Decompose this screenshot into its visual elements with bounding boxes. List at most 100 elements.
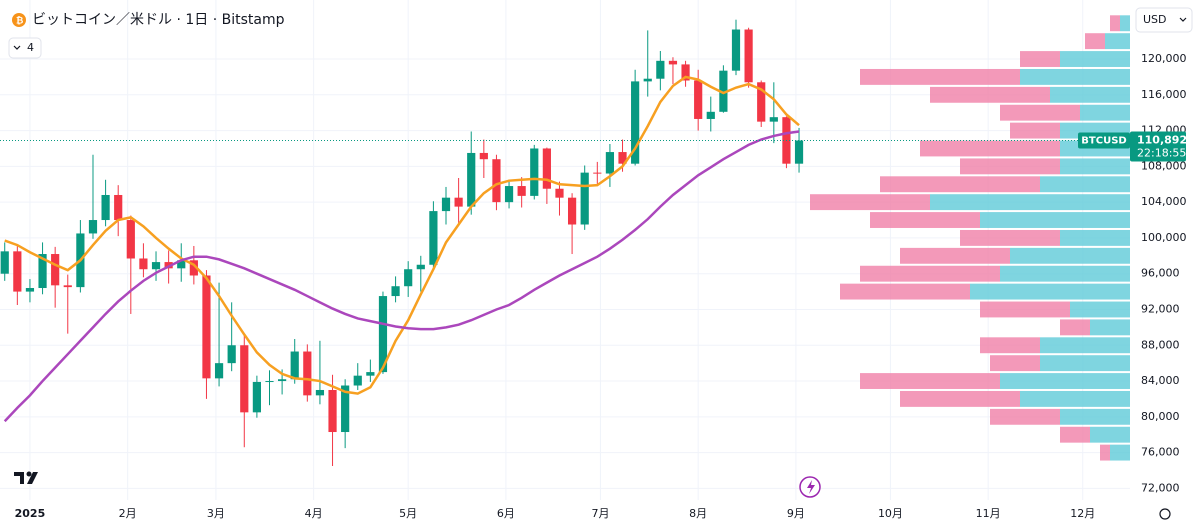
candle-body (769, 117, 778, 122)
candle-body (353, 375, 362, 386)
volume-down (960, 158, 1060, 175)
volume-down (860, 373, 1000, 389)
chevron-icon (13, 45, 21, 50)
candle-body (341, 385, 350, 433)
candle-body (252, 381, 261, 413)
candle-body (265, 381, 274, 383)
volume-up (1040, 176, 1130, 193)
candle-body (290, 351, 299, 380)
volume-up (1105, 33, 1130, 50)
coin-icon (12, 13, 26, 27)
volume-up (1020, 68, 1130, 85)
x-tick-label: 7月 (591, 507, 609, 520)
volume-up (1000, 265, 1130, 282)
candle-body (391, 286, 400, 297)
candle-body (479, 152, 488, 160)
volume-up (1060, 158, 1130, 175)
candle-body (189, 260, 198, 276)
candle-body (492, 159, 501, 203)
volume-down (1000, 104, 1080, 121)
volume-down (1010, 122, 1060, 139)
volume-down (1020, 51, 1060, 67)
candle-body (139, 258, 148, 270)
candle-body (530, 148, 539, 196)
y-tick-label: 72,000 (1141, 481, 1180, 494)
indicator-toggle[interactable] (8, 37, 42, 59)
candle-body (101, 194, 110, 221)
candle-body (757, 82, 766, 122)
volume-down (980, 301, 1070, 318)
candle-body (706, 111, 715, 119)
currency-button[interactable] (1135, 7, 1193, 33)
x-tick-label: 8月 (689, 507, 707, 520)
volume-down (1060, 319, 1090, 336)
coin-symbol: ₿ (16, 16, 23, 27)
candle-body (656, 60, 665, 79)
lightning-icon (807, 480, 815, 494)
candle-body (0, 251, 9, 274)
ma-line (3, 130, 800, 423)
candle-body (631, 81, 640, 164)
candle-body (605, 152, 615, 174)
volume-down (810, 194, 930, 211)
candle-body (643, 78, 652, 82)
symbol-label: BTCUSD (1081, 136, 1126, 147)
candle-body (151, 262, 161, 270)
candle-body (694, 80, 703, 119)
candle-body (681, 64, 690, 81)
volume-up (1060, 408, 1130, 425)
volume-up (1070, 301, 1130, 318)
y-tick-label: 96,000 (1141, 267, 1180, 280)
volume-down (900, 247, 1010, 264)
y-tick-label: 104,000 (1141, 195, 1187, 208)
plot (0, 19, 1130, 467)
candle-body (416, 264, 425, 270)
price-label: 110,892 (1137, 134, 1187, 147)
candle-body (126, 220, 135, 259)
candle-body (278, 379, 287, 382)
currency-label: USD (1143, 13, 1167, 26)
settings-icon[interactable] (1159, 508, 1171, 520)
volume-down (920, 140, 1060, 157)
volume-up (930, 194, 1130, 211)
candle-body (467, 152, 476, 207)
logo (14, 471, 38, 484)
logo-part (27, 472, 38, 484)
x-tick-label: 3月 (207, 507, 225, 520)
price-tag (1130, 131, 1186, 162)
candle-body (38, 254, 47, 289)
volume-up (980, 212, 1130, 228)
volume-down (960, 229, 1060, 246)
time-axis-bg (0, 500, 1130, 526)
x-tick-label: 10月 (878, 507, 903, 520)
x-tick-label: 9月 (787, 507, 805, 520)
candle-body (618, 152, 627, 164)
candle-body (504, 186, 514, 203)
axes: 72,000 76,000 80,000 84,000 88,000 92,000 96,0… (15, 52, 1187, 520)
candle-body (177, 260, 186, 269)
indicator-count: 4 (27, 41, 34, 54)
volume-up (1040, 337, 1130, 354)
volume-down (840, 283, 970, 300)
candle-body (202, 275, 211, 379)
candle-body (63, 285, 72, 288)
volume-down (880, 176, 1040, 193)
candle-body (429, 211, 438, 265)
candle-body (567, 197, 577, 225)
candle-body (794, 140, 804, 164)
candle-body (366, 372, 375, 376)
volume-up (1000, 373, 1130, 389)
x-tick-label: 11月 (976, 507, 1001, 520)
volume-down (1085, 33, 1105, 50)
candle-body (114, 194, 123, 221)
candle-body (240, 345, 249, 413)
volume-up (1080, 104, 1130, 121)
volume-down (930, 86, 1050, 103)
candle-body (580, 172, 589, 225)
volume-up (970, 283, 1130, 300)
volume-down (980, 337, 1040, 354)
volume-down (990, 355, 1040, 372)
volume-down (1060, 426, 1090, 443)
price-axis-bg (1130, 0, 1200, 526)
